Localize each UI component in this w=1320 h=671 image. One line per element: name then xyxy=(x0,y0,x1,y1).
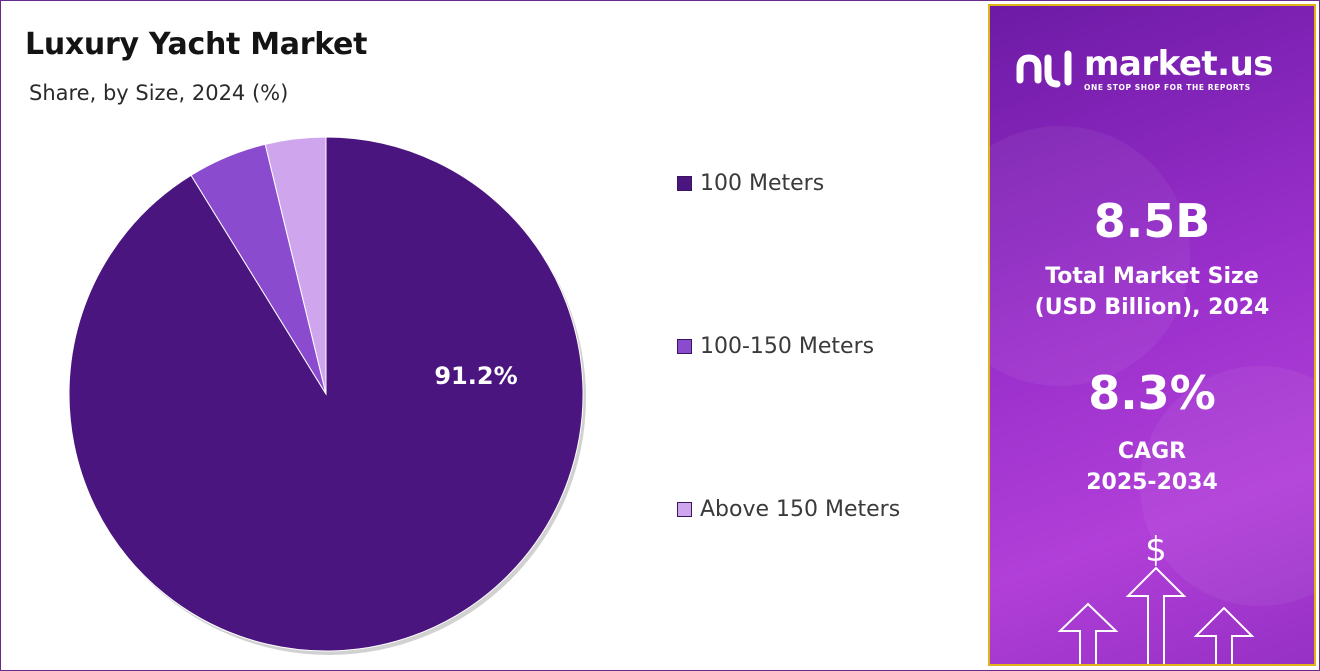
chart-area: Luxury Yacht Market Share, by Size, 2024… xyxy=(1,1,986,670)
legend-item-above-150-meters: Above 150 Meters xyxy=(677,497,900,522)
legend-label: 100 Meters xyxy=(700,171,825,196)
pie-slice-above-150-meters xyxy=(264,136,327,395)
data-label-100-meters: 91.2% xyxy=(434,362,517,390)
market-size-label-line1: Total Market Size xyxy=(1045,264,1259,289)
pie-chart: 91.2% xyxy=(68,136,586,655)
logo-mark-icon xyxy=(1016,50,1072,88)
logo-name: market.us xyxy=(1084,43,1274,84)
legend-swatch xyxy=(677,502,692,517)
cagr-value: 8.3% xyxy=(1088,366,1216,420)
market-size-label-line2: (USD Billion), 2024 xyxy=(1034,295,1270,320)
legend-swatch xyxy=(677,176,692,191)
legend-item-100-meters: 100 Meters xyxy=(677,171,824,196)
dollar-icon: $ xyxy=(1145,530,1167,570)
market-size-label: Total Market Size (USD Billion), 2024 xyxy=(990,261,1314,323)
legend-label: 100-150 Meters xyxy=(700,334,875,359)
market-us-logo: market.us ONE STOP SHOP FOR THE REPORTS xyxy=(1014,43,1274,92)
cagr-label: CAGR 2025-2034 xyxy=(990,436,1314,498)
legend-label: Above 150 Meters xyxy=(700,497,901,522)
logo-tagline: ONE STOP SHOP FOR THE REPORTS xyxy=(1084,82,1251,92)
background-decoration xyxy=(990,126,1190,386)
market-size-value: 8.5B xyxy=(1093,194,1211,248)
cagr-label-line1: CAGR xyxy=(1117,439,1187,464)
cagr-label-line2: 2025-2034 xyxy=(1086,470,1218,495)
legend-item-100-150-meters: 100-150 Meters xyxy=(677,334,874,359)
stats-panel: market.us ONE STOP SHOP FOR THE REPORTS … xyxy=(988,4,1316,666)
growth-arrows-icon: $ xyxy=(1057,530,1255,664)
chart-title: Luxury Yacht Market xyxy=(25,27,368,62)
chart-subtitle: Share, by Size, 2024 (%) xyxy=(29,81,289,105)
legend-swatch xyxy=(677,339,692,354)
